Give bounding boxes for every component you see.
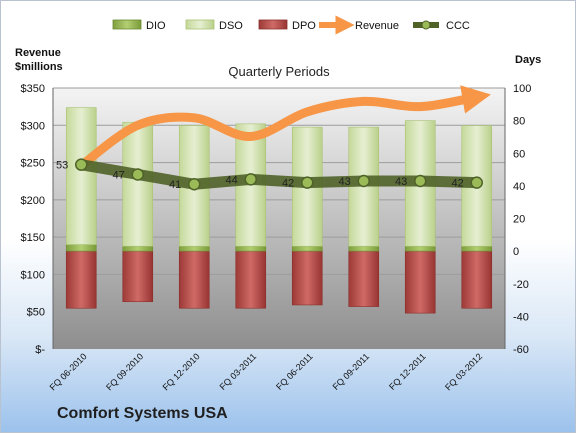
legend-label-dio: DIO	[146, 20, 166, 32]
revenue-point	[476, 96, 478, 98]
right-tick-label: 100	[513, 83, 531, 95]
dio-bar	[122, 245, 154, 252]
right-tick-label: 60	[513, 148, 525, 160]
dso-bar	[65, 107, 97, 245]
ccc-data-label: 43	[395, 176, 407, 188]
revenue-line-group	[76, 85, 491, 171]
left-axis-title-line1: Revenue	[15, 47, 61, 59]
x-tick-label: FQ 06-2011	[274, 351, 315, 392]
legend-label-dpo: DPO	[292, 20, 316, 32]
legend-swatch-ccc-dot	[421, 20, 431, 30]
legend-swatch-dso	[185, 19, 215, 30]
dio-bar	[348, 245, 380, 252]
ccc-line-group: 53 47 41 44 42 43 43 42	[56, 158, 483, 191]
x-tick-label: FQ 06-2010	[48, 351, 89, 392]
dio-bar	[235, 245, 267, 252]
revenue-point	[137, 124, 139, 126]
ccc-data-label: 53	[56, 160, 68, 172]
ccc-point	[357, 174, 370, 188]
legend-swatch-dio	[112, 19, 142, 30]
dio-bar	[404, 245, 436, 252]
ccc-point	[244, 173, 257, 186]
right-tick-label: 40	[513, 181, 525, 193]
right-tick-label: 80	[513, 116, 525, 128]
ccc-data-label: 44	[226, 174, 238, 186]
right-tick-label: 0	[513, 246, 519, 258]
revenue-point	[419, 106, 421, 108]
dpo-bar	[235, 250, 267, 309]
left-axis-ticks: $- $50 $100 $150 $200 $250 $300 $350	[21, 83, 46, 356]
right-axis-ticks: -60 -40 -20 0 20 40 60 80 100	[513, 83, 531, 356]
left-axis-title-line2: $millions	[15, 61, 63, 73]
ccc-data-label: 42	[452, 178, 464, 190]
right-axis-title: Days	[515, 54, 541, 66]
x-tick-label: FQ 09-2010	[104, 351, 145, 392]
x-axis-ticks: FQ 06-2010 FQ 09-2010 FQ 12-2010 FQ 03-2011…	[48, 351, 485, 392]
x-tick-label: FQ 03-2012	[443, 351, 484, 392]
right-tick-label: -60	[513, 344, 529, 356]
dio-bar	[65, 244, 97, 252]
dpo-bar	[348, 250, 380, 307]
dpo-bar	[291, 250, 323, 306]
ccc-point	[75, 158, 88, 171]
ccc-point	[188, 177, 201, 191]
x-tick-label: FQ 12-2010	[161, 351, 202, 392]
legend-label-revenue: Revenue	[355, 20, 399, 32]
left-tick-label: $250	[21, 158, 45, 170]
left-tick-label: $-	[35, 344, 45, 356]
left-tick-label: $350	[21, 83, 45, 95]
company-name: Comfort Systems USA	[57, 405, 228, 422]
legend-swatch-dpo	[258, 19, 288, 30]
chart-legend: DIO DSO DPO Revenue CCC	[112, 15, 470, 35]
revenue-point	[193, 117, 195, 119]
dpo-bar	[178, 250, 210, 309]
ccc-point	[301, 176, 314, 189]
dpo-bar	[65, 250, 97, 309]
ccc-data-label: 47	[113, 169, 125, 181]
legend-label-dso: DSO	[219, 20, 243, 32]
x-tick-label: FQ 09-2011	[331, 351, 372, 392]
revenue-point	[363, 100, 365, 102]
ccc-data-label: 41	[169, 179, 181, 191]
revenue-point	[250, 135, 252, 137]
dio-bar	[461, 245, 493, 252]
left-tick-label: $200	[21, 195, 45, 207]
right-tick-label: 20	[513, 214, 525, 226]
dpo-bar	[461, 250, 493, 309]
ccc-point	[470, 176, 483, 189]
legend-label-ccc: CCC	[446, 20, 470, 32]
dio-bar	[291, 245, 323, 252]
dso-bar	[122, 121, 154, 247]
right-tick-label: -40	[513, 311, 529, 323]
ccc-line	[75, 159, 483, 190]
chart-title: Quarterly Periods	[228, 64, 330, 79]
dpo-bar	[122, 250, 154, 302]
left-tick-label: $150	[21, 232, 45, 244]
revenue-point	[306, 111, 308, 113]
right-tick-label: -20	[513, 279, 529, 291]
x-tick-label: FQ 12-2011	[387, 351, 428, 392]
ccc-data-label: 42	[282, 178, 294, 190]
ccc-point	[414, 174, 427, 188]
dio-bar	[178, 245, 210, 252]
left-tick-label: $100	[21, 269, 45, 281]
left-tick-label: $300	[21, 120, 45, 132]
ccc-data-label: 43	[339, 176, 351, 188]
ccc-point	[131, 168, 144, 181]
x-tick-label: FQ 03-2011	[218, 351, 259, 392]
left-tick-label: $50	[27, 307, 45, 319]
dpo-bar	[404, 250, 436, 314]
